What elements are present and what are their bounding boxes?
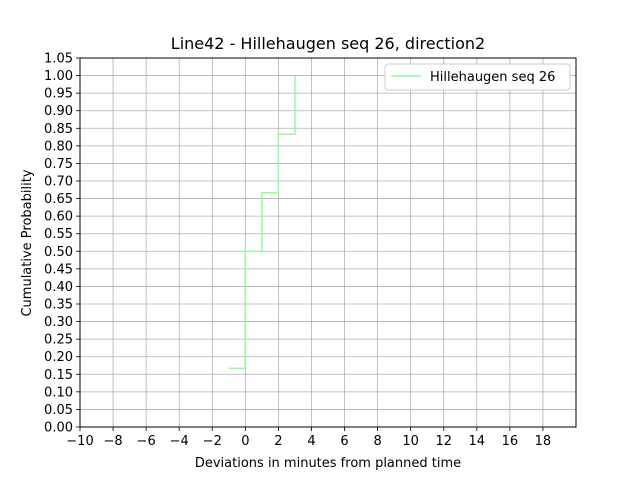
y-tick-label: 0.05 — [44, 403, 73, 418]
y-tick-label: 0.35 — [44, 298, 73, 313]
y-tick-label: 0.60 — [44, 210, 73, 225]
y-tick-label: 0.15 — [44, 368, 73, 383]
x-tick-label: −4 — [170, 434, 189, 449]
y-axis-title: Cumulative Probability — [20, 169, 35, 316]
x-tick-label: −2 — [203, 434, 222, 449]
y-tick-label: 0.80 — [44, 139, 73, 154]
x-tick-label: 14 — [469, 434, 486, 449]
y-tick-label: 0.65 — [44, 192, 73, 207]
series-line-hillehaugen-seq-26 — [228, 75, 296, 370]
x-tick-label: −6 — [137, 434, 156, 449]
x-axis: −10 −8 −6 −4 −2 0 2 4 6 8 10 12 14 16 18 — [66, 427, 551, 449]
x-tick-label: 16 — [502, 434, 519, 449]
y-tick-label: 1.05 — [44, 52, 73, 67]
legend-box — [384, 63, 571, 91]
x-tick-label: 18 — [535, 434, 552, 449]
x-tick-label: 0 — [241, 434, 249, 449]
y-tick-label: 0.25 — [44, 333, 73, 348]
series-layer — [228, 75, 296, 370]
y-tick-label: 0.70 — [44, 175, 73, 190]
y-tick-label: 0.85 — [44, 122, 73, 137]
y-tick-label: 0.90 — [44, 104, 73, 119]
y-tick-label: 0.10 — [44, 385, 73, 400]
legend: Hillehaugen seq 26 — [384, 63, 571, 91]
x-tick-label: 8 — [373, 434, 381, 449]
y-tick-label: 0.55 — [44, 227, 73, 242]
plot-frame — [79, 57, 577, 428]
x-tick-label: 6 — [340, 434, 348, 449]
y-tick-label: 0.95 — [44, 87, 73, 102]
x-tick-label: 10 — [402, 434, 419, 449]
x-tick-label: −10 — [66, 434, 93, 449]
y-tick-label: 0.40 — [44, 280, 73, 295]
y-tick-label: 0.30 — [44, 315, 73, 330]
chart-title: Line42 - Hillehaugen seq 26, direction2 — [171, 34, 485, 53]
y-tick-label: 1.00 — [44, 69, 73, 84]
y-tick-label: 0.75 — [44, 157, 73, 172]
y-tick-label: 0.50 — [44, 245, 73, 260]
x-tick-label: 2 — [274, 434, 282, 449]
y-axis: 0.00 0.05 0.10 0.15 0.20 0.25 0.30 0.35 0.40 0.45… — [44, 52, 80, 436]
x-tick-label: 12 — [435, 434, 452, 449]
y-tick-label: 0.45 — [44, 262, 73, 277]
y-tick-label: 0.00 — [44, 421, 73, 436]
y-tick-label: 0.20 — [44, 350, 73, 365]
x-tick-label: 4 — [307, 434, 315, 449]
x-tick-label: −8 — [103, 434, 122, 449]
x-axis-title: Deviations in minutes from planned time — [195, 456, 461, 471]
legend-label-hillehaugen-seq-26: Hillehaugen seq 26 — [430, 70, 555, 85]
